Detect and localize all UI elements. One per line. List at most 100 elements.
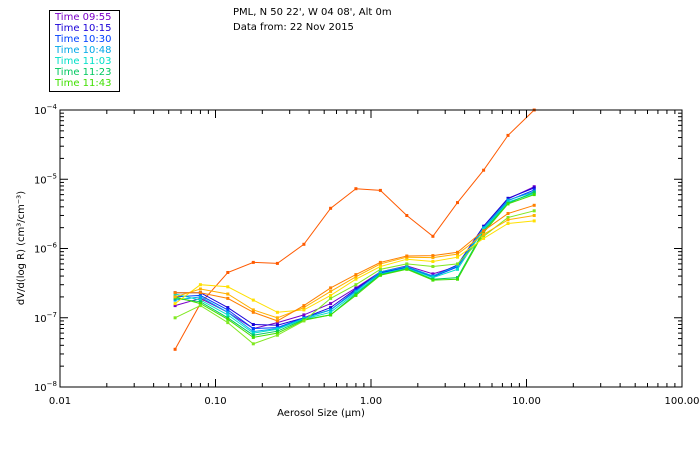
- data-point: [405, 265, 409, 268]
- data-point: [329, 296, 333, 300]
- data-point: [226, 310, 230, 314]
- data-point: [405, 262, 409, 266]
- data-point: [378, 270, 382, 274]
- data-point: [482, 234, 486, 238]
- data-point: [226, 306, 230, 310]
- data-point: [354, 293, 358, 297]
- chart-title: PML, N 50 22', W 04 08', Alt 0m: [233, 7, 392, 18]
- data-point: [329, 310, 333, 314]
- data-point: [226, 285, 230, 289]
- data-point: [275, 316, 279, 320]
- data-point: [431, 265, 435, 268]
- data-point: [329, 313, 333, 317]
- data-point: [405, 214, 409, 217]
- data-point: [226, 292, 230, 296]
- data-point: [532, 188, 536, 192]
- data-point: [275, 329, 279, 333]
- data-point: [431, 278, 435, 282]
- data-point: [378, 265, 382, 268]
- series-line-12: [175, 204, 535, 322]
- data-point: [431, 260, 435, 263]
- y-tick-label: 10−6: [34, 242, 58, 256]
- data-point: [329, 302, 333, 306]
- data-point: [482, 236, 486, 240]
- data-point: [198, 302, 202, 306]
- data-point: [275, 327, 279, 331]
- data-point: [456, 252, 459, 256]
- data-point: [405, 257, 409, 261]
- data-point: [354, 275, 358, 279]
- legend-item-1030: Time 10:30: [55, 34, 112, 45]
- data-point: [329, 306, 333, 310]
- data-point: [173, 295, 177, 299]
- data-point: [378, 188, 382, 192]
- data-point: [251, 335, 255, 339]
- data-point: [251, 308, 255, 312]
- data-point: [275, 323, 279, 327]
- data-point: [198, 298, 202, 302]
- data-point: [456, 201, 459, 205]
- data-point: [378, 260, 382, 264]
- data-point: [532, 186, 536, 190]
- data-point: [506, 133, 510, 137]
- y-axis-label: dV/d(log R) (cm³/cm⁻³): [16, 191, 27, 305]
- data-point: [532, 203, 536, 207]
- data-point: [456, 262, 459, 266]
- data-point: [354, 283, 358, 287]
- data-point: [226, 271, 230, 274]
- series-line-2: [175, 187, 535, 326]
- x-tick-label: 10.00: [512, 396, 541, 407]
- data-point: [173, 291, 177, 295]
- data-point: [506, 222, 510, 225]
- data-point: [532, 209, 536, 213]
- data-point: [506, 218, 510, 222]
- data-point: [482, 229, 486, 233]
- plot-frame: [59, 109, 683, 388]
- data-point: [482, 227, 486, 231]
- data-point: [251, 310, 255, 314]
- data-point: [456, 250, 459, 254]
- data-point: [506, 198, 510, 202]
- data-point: [506, 196, 510, 200]
- data-point: [329, 308, 333, 312]
- data-point: [506, 216, 510, 219]
- x-tick-label: 0.01: [49, 396, 71, 407]
- data-point: [173, 298, 177, 302]
- y-tick-label: 10−5: [34, 172, 57, 186]
- data-point: [198, 287, 202, 291]
- data-point: [275, 310, 279, 314]
- data-point: [431, 234, 435, 238]
- data-point: [275, 321, 279, 325]
- data-point: [482, 168, 486, 172]
- data-point: [456, 264, 459, 268]
- data-point: [251, 260, 255, 264]
- data-point: [354, 277, 358, 281]
- data-point: [405, 267, 409, 271]
- x-tick-label: 0.10: [204, 396, 226, 407]
- data-point: [405, 254, 409, 258]
- data-point: [251, 342, 255, 346]
- legend-item-1015: Time 10:15: [55, 23, 112, 34]
- legend: Time 09:55 Time 10:15 Time 10:30 Time 10…: [49, 10, 120, 92]
- data-point: [302, 242, 306, 246]
- legend-item-1143: Time 11:43: [55, 78, 112, 89]
- data-point: [251, 333, 255, 337]
- data-point: [431, 272, 435, 276]
- data-point: [354, 187, 358, 191]
- data-point: [302, 313, 306, 317]
- data-point: [329, 206, 333, 210]
- data-point: [198, 283, 202, 287]
- data-point: [251, 323, 255, 326]
- data-point: [506, 202, 510, 206]
- data-point: [431, 256, 435, 260]
- data-point: [173, 304, 177, 308]
- data-point: [198, 304, 202, 308]
- legend-item-1048: Time 10:48: [55, 45, 112, 56]
- data-point: [456, 277, 459, 281]
- data-point: [302, 319, 306, 323]
- data-point: [482, 231, 486, 234]
- data-point: [198, 291, 202, 295]
- data-point: [456, 267, 459, 271]
- data-point: [226, 313, 230, 317]
